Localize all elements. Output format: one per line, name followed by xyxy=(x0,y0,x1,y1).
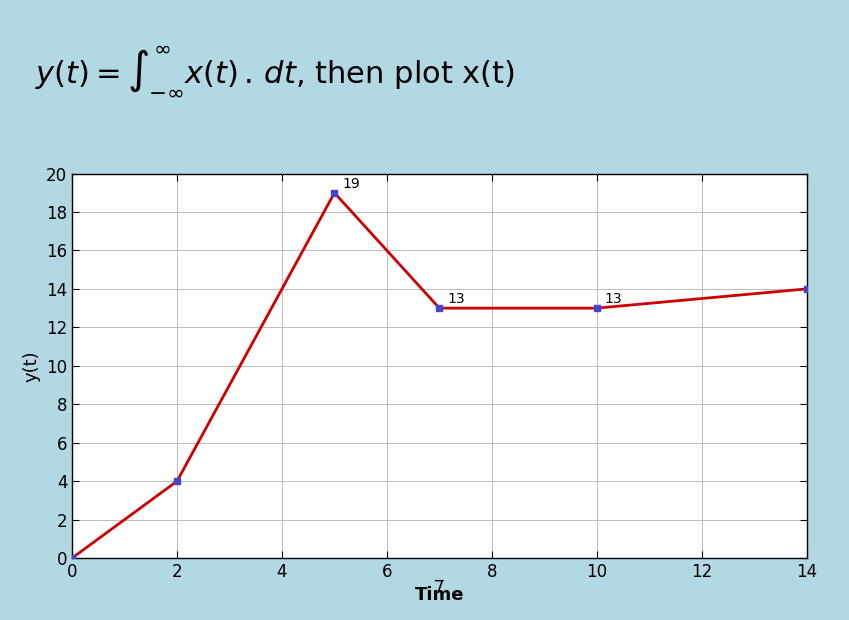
Text: 13: 13 xyxy=(604,292,622,306)
Text: 7̅: 7̅ xyxy=(434,579,445,597)
Text: $y(t) = \int_{-\infty}^{\infty} x(t)\,.\,dt$, then plot x(t): $y(t) = \int_{-\infty}^{\infty} x(t)\,.\… xyxy=(36,45,515,98)
Y-axis label: y(t): y(t) xyxy=(22,350,41,382)
Text: 13: 13 xyxy=(447,292,465,306)
Text: 19: 19 xyxy=(342,177,360,191)
X-axis label: Time: Time xyxy=(414,587,464,604)
